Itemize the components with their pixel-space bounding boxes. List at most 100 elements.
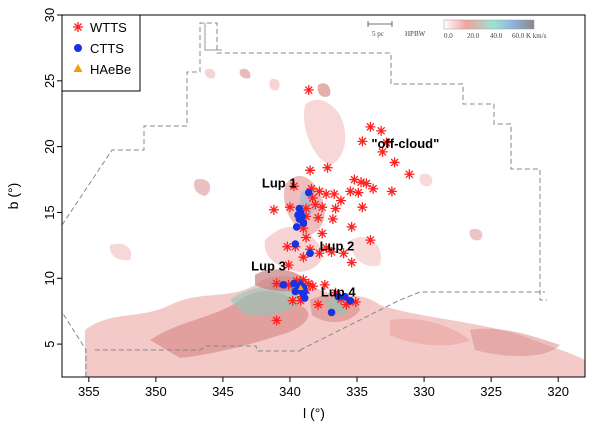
wtts-point [307, 192, 318, 203]
ctts-point [334, 292, 343, 301]
legend-wtts-marker [73, 22, 83, 32]
scalebar: 5 pc [367, 21, 393, 38]
wtts-point [321, 189, 332, 200]
wtts-point [321, 242, 332, 253]
wtts-point [314, 186, 325, 197]
ctts-point [279, 281, 288, 289]
legend-box [61, 14, 141, 92]
legend-ctts-marker [74, 44, 82, 52]
ctts-point [327, 308, 336, 317]
wtts-point [329, 189, 340, 200]
region-label: Lup 2 [320, 239, 355, 254]
wtts-point [298, 223, 309, 234]
y-tick-label: 25 [42, 74, 57, 88]
colorbar: 0.0 20.0 40.0 60.0 K km/s [443, 19, 547, 40]
x-tick-label: 340 [279, 384, 301, 399]
wtts-point [346, 221, 357, 232]
region-label: Lup 3 [251, 258, 286, 273]
region-label: Lup 1 [262, 175, 297, 190]
y-axis-label: b (°) [5, 183, 21, 210]
x-axis-label: l (°) [303, 405, 325, 421]
legend: WTTS CTTS HAeBe [61, 14, 141, 92]
wtts-point [317, 228, 328, 239]
wtts-point [319, 279, 330, 290]
wtts-point [303, 85, 314, 96]
wtts-point [381, 137, 392, 148]
wtts-point [303, 278, 314, 289]
wtts-point [330, 287, 341, 298]
wtts-point [307, 281, 318, 292]
wtts-point [305, 165, 316, 176]
ctts-point [346, 296, 355, 305]
wtts-point [326, 246, 337, 257]
haebe-point-outline [291, 278, 310, 294]
ctts-point [299, 219, 308, 227]
data-series [268, 85, 415, 326]
legend-wtts-label: WTTS [90, 20, 127, 35]
wtts-point [386, 186, 397, 197]
axes: 355 350 345 340 335 330 325 320 5 10 15 20 25 30 [42, 8, 569, 399]
ctts-point [290, 279, 298, 288]
scalebar-label: 5 pc [372, 30, 384, 38]
colorbar-tick-1: 20.0 [467, 32, 480, 40]
y-tick-label: 30 [42, 8, 57, 22]
wtts-point [338, 248, 349, 259]
wtts-point [361, 178, 372, 189]
wtts-point [283, 260, 294, 271]
wtts-point [313, 299, 324, 310]
legend-haebe-label: HAeBe [90, 62, 131, 77]
region-label: Lup 4 [321, 285, 356, 300]
wtts-point [357, 136, 368, 147]
wtts-point [389, 157, 400, 168]
region-annotations: Lup 1 Lup 2 Lup 3 Lup 4 "off-cloud" [251, 136, 439, 300]
wtts-point [317, 202, 328, 213]
wtts-point [268, 204, 279, 215]
wtts-point [305, 244, 316, 255]
wtts-point [377, 146, 388, 157]
wtts-point [322, 162, 333, 173]
wtts-point [404, 169, 415, 180]
plot-frame [61, 14, 586, 378]
y-tick-label: 5 [42, 340, 57, 347]
x-tick-label: 330 [413, 384, 435, 399]
co-emission-map [85, 68, 585, 377]
wtts-point [298, 252, 309, 263]
wtts-point [271, 278, 282, 289]
ctts-point [306, 249, 314, 258]
wtts-point [271, 315, 282, 326]
x-tick-label: 355 [78, 384, 100, 399]
wtts-point [341, 299, 352, 310]
wtts-point [335, 195, 346, 206]
wtts-point [287, 295, 298, 306]
wtts-point [298, 274, 309, 285]
wtts-point [327, 214, 338, 225]
legend-ctts-label: CTTS [90, 41, 124, 56]
colorbar-tick-0: 0.0 [444, 32, 453, 40]
wtts-point [301, 232, 312, 243]
wtts-point [368, 183, 379, 194]
x-tick-label: 325 [480, 384, 502, 399]
x-tick-label: 350 [145, 384, 167, 399]
ctts-point [291, 240, 300, 248]
wtts-point [376, 125, 387, 136]
wtts-point [301, 203, 312, 214]
y-tick-label: 15 [42, 205, 57, 219]
wtts-point [357, 202, 368, 213]
legend-haebe-marker [73, 64, 83, 72]
wtts-point [346, 257, 357, 268]
x-tick-label: 320 [547, 384, 569, 399]
ctts-point [341, 292, 349, 301]
wtts-point [350, 296, 361, 307]
wtts-point [349, 174, 360, 185]
wtts-point [330, 203, 341, 214]
x-tick-label: 335 [346, 384, 368, 399]
wtts-point [365, 121, 376, 132]
wtts-point [356, 177, 367, 188]
wtts-point [295, 295, 306, 306]
haebe-point [297, 284, 304, 290]
x-tick-label: 345 [212, 384, 234, 399]
wtts-point [313, 212, 324, 223]
wtts-point [365, 235, 376, 246]
wtts-point [284, 202, 295, 213]
colorbar-gradient [443, 19, 535, 30]
